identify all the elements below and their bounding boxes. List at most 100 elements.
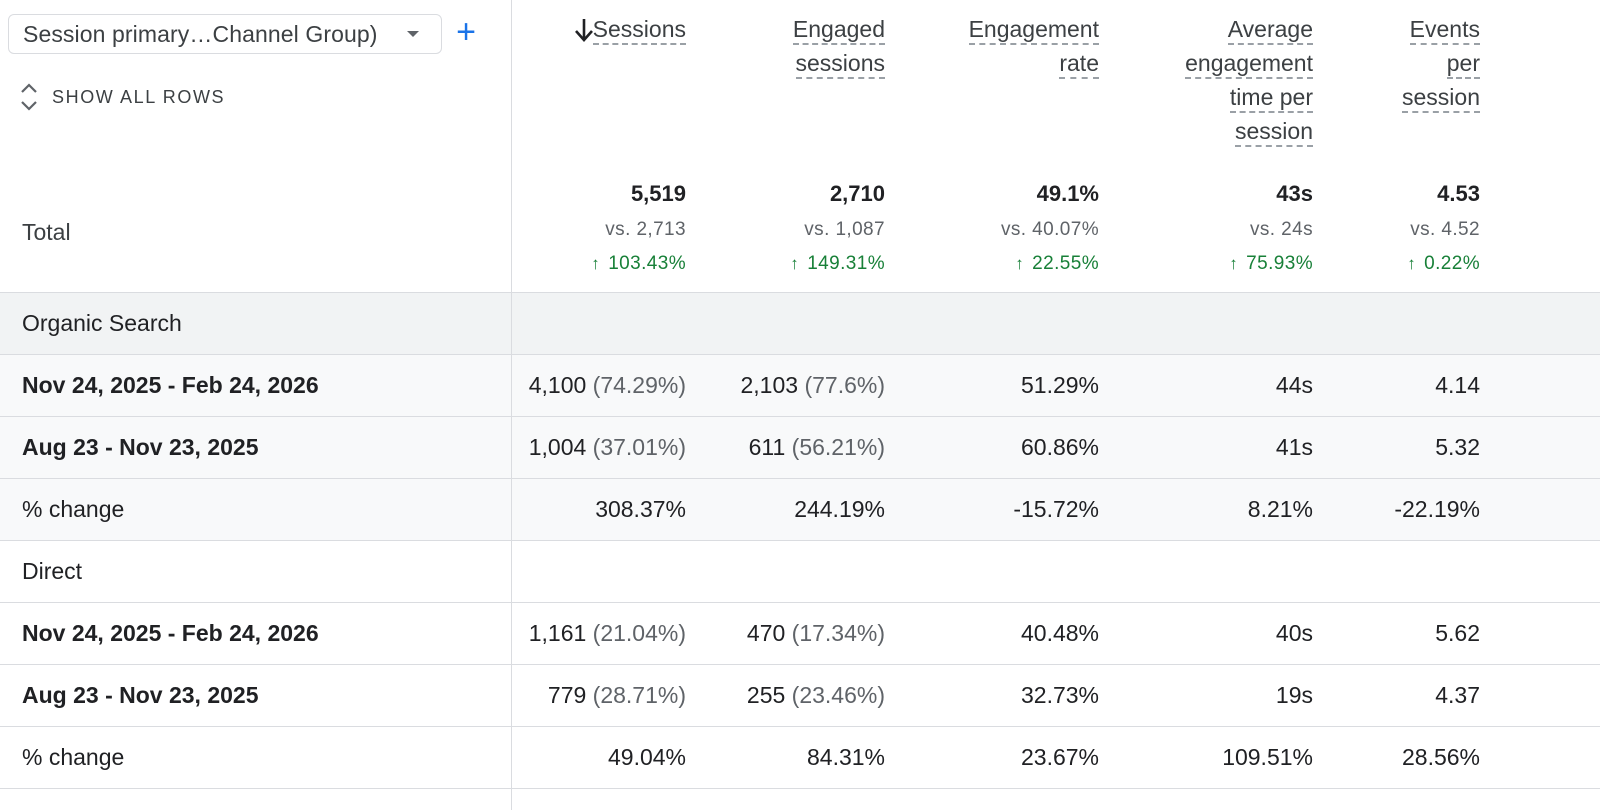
cell-value: 84.31% bbox=[806, 744, 885, 770]
column-header-avg_engagement_time[interactable]: Average engagement time per session bbox=[1185, 12, 1313, 148]
column-header-engagement_rate[interactable]: Engagement rate bbox=[968, 12, 1099, 80]
cell-value: 4,100 bbox=[528, 372, 587, 398]
cell-value: 4.37 bbox=[1435, 682, 1480, 708]
column-header-events_per_session[interactable]: Events per session bbox=[1402, 12, 1480, 114]
cell-value: 40s bbox=[1275, 620, 1313, 646]
total-comparison: vs. 24s bbox=[1250, 219, 1313, 240]
cell-share: (17.34%) bbox=[785, 620, 885, 646]
cell-value: 5.62 bbox=[1435, 620, 1480, 646]
cell-share: (74.29%) bbox=[586, 372, 686, 398]
arrow-up-icon: ↑ bbox=[1015, 254, 1025, 273]
show-all-rows-button[interactable]: SHOW ALL ROWS bbox=[18, 82, 225, 112]
arrow-up-icon: ↑ bbox=[591, 254, 601, 273]
dimension-selector-label: Session primary…Channel Group) bbox=[23, 20, 378, 47]
cell-value: 1,004 bbox=[528, 434, 587, 460]
table-cell: 308.37% bbox=[595, 496, 686, 523]
row-label: % change bbox=[22, 744, 125, 770]
cell-value: 44s bbox=[1275, 372, 1313, 398]
total-change: ↑ 0.22% bbox=[1407, 253, 1480, 275]
table-cell: 84.31% bbox=[807, 744, 885, 771]
dropdown-caret-icon bbox=[407, 31, 419, 37]
show-all-rows-label: SHOW ALL ROWS bbox=[52, 86, 226, 107]
column-header-sessions[interactable]: Sessions bbox=[592, 12, 686, 46]
add-dimension-button[interactable]: + bbox=[456, 13, 476, 51]
table-cell: 779 (28.71%) bbox=[548, 682, 686, 709]
row-label: Aug 23 - Nov 23, 2025 bbox=[22, 682, 259, 708]
table-cell: 244.19% bbox=[794, 496, 885, 523]
row-label: Nov 24, 2025 - Feb 24, 2026 bbox=[22, 372, 319, 398]
total-change-value: 75.93% bbox=[1246, 253, 1313, 274]
cell-share: (23.46%) bbox=[785, 682, 885, 708]
table-cell: 40.48% bbox=[1021, 620, 1099, 647]
cell-value: 8.21% bbox=[1247, 496, 1313, 522]
cell-value: 19s bbox=[1275, 682, 1313, 708]
table-cell: 60.86% bbox=[1021, 434, 1099, 461]
column-header-line: session bbox=[1235, 118, 1313, 147]
change-row[interactable] bbox=[0, 726, 1600, 789]
table-row[interactable] bbox=[0, 664, 1600, 727]
cell-value: 41s bbox=[1275, 434, 1313, 460]
section-row bbox=[0, 292, 1600, 355]
total-change-value: 0.22% bbox=[1424, 253, 1480, 274]
table-cell: 23.67% bbox=[1021, 744, 1099, 771]
table-cell: 4.37 bbox=[1435, 682, 1480, 709]
cell-value: 32.73% bbox=[1020, 682, 1099, 708]
cell-value: 51.29% bbox=[1020, 372, 1099, 398]
table-row[interactable] bbox=[0, 354, 1600, 417]
table-cell: -22.19% bbox=[1394, 496, 1480, 523]
cell-value: 109.51% bbox=[1222, 744, 1313, 770]
total-change-value: 22.55% bbox=[1032, 253, 1099, 274]
column-header-line: sessions bbox=[795, 50, 885, 79]
cell-value: -15.72% bbox=[1013, 496, 1099, 522]
total-change-value: 103.43% bbox=[608, 253, 686, 274]
column-header-engaged_sessions[interactable]: Engaged sessions bbox=[792, 12, 885, 80]
dimension-selector[interactable]: Session primary…Channel Group) bbox=[8, 14, 442, 54]
arrow-up-icon: ↑ bbox=[1407, 254, 1417, 273]
table-row[interactable] bbox=[0, 602, 1600, 665]
cell-value: -22.19% bbox=[1394, 496, 1480, 522]
change-row[interactable] bbox=[0, 478, 1600, 541]
table-cell: 49.04% bbox=[608, 744, 686, 771]
cell-value: 470 bbox=[746, 620, 786, 646]
cell-value: 308.37% bbox=[595, 496, 686, 522]
cell-value: 40.48% bbox=[1020, 620, 1099, 646]
cell-value: 4.14 bbox=[1435, 372, 1480, 398]
cell-share: (21.04%) bbox=[586, 620, 686, 646]
table-cell: 28.56% bbox=[1402, 744, 1480, 771]
table-cell: 8.21% bbox=[1248, 496, 1313, 523]
table-cell: 470 (17.34%) bbox=[747, 620, 885, 647]
unfold-more-icon bbox=[21, 83, 37, 111]
arrow-up-icon: ↑ bbox=[1229, 254, 1239, 273]
column-header-line: time per bbox=[1229, 84, 1313, 113]
sort-descending-arrow-icon[interactable] bbox=[573, 16, 595, 44]
total-value: 5,519 bbox=[630, 181, 686, 206]
cell-value: 49.04% bbox=[607, 744, 686, 770]
cell-share: (37.01%) bbox=[586, 434, 686, 460]
column-header-line: engagement bbox=[1185, 50, 1313, 79]
section-row bbox=[0, 540, 1600, 603]
total-value: 43s bbox=[1276, 181, 1313, 206]
cell-value: 611 bbox=[748, 434, 786, 460]
table-cell: 41s bbox=[1276, 434, 1313, 461]
column-header-line: per bbox=[1446, 50, 1480, 79]
table-cell: 255 (23.46%) bbox=[747, 682, 885, 709]
total-value: 2,710 bbox=[829, 181, 885, 206]
total-change: ↑ 22.55% bbox=[1015, 253, 1099, 275]
column-header-line: Events bbox=[1409, 16, 1480, 45]
table-row[interactable] bbox=[0, 416, 1600, 479]
column-header-line: Engaged bbox=[792, 16, 885, 45]
column-header-line: Sessions bbox=[592, 16, 686, 45]
column-header-line: Average bbox=[1227, 16, 1313, 45]
total-comparison: vs. 1,087 bbox=[804, 219, 885, 240]
cell-share: (77.6%) bbox=[798, 372, 885, 398]
cell-value: 244.19% bbox=[794, 496, 885, 522]
row-label: Aug 23 - Nov 23, 2025 bbox=[22, 434, 259, 460]
cell-value: 255 bbox=[746, 682, 786, 708]
arrow-up-icon: ↑ bbox=[790, 254, 800, 273]
table-cell: 4.14 bbox=[1435, 372, 1480, 399]
total-label: Total bbox=[22, 219, 71, 245]
cell-value: 60.86% bbox=[1020, 434, 1099, 460]
table-cell: -15.72% bbox=[1013, 496, 1099, 523]
table-cell: 5.62 bbox=[1435, 620, 1480, 647]
table-cell: 51.29% bbox=[1021, 372, 1099, 399]
